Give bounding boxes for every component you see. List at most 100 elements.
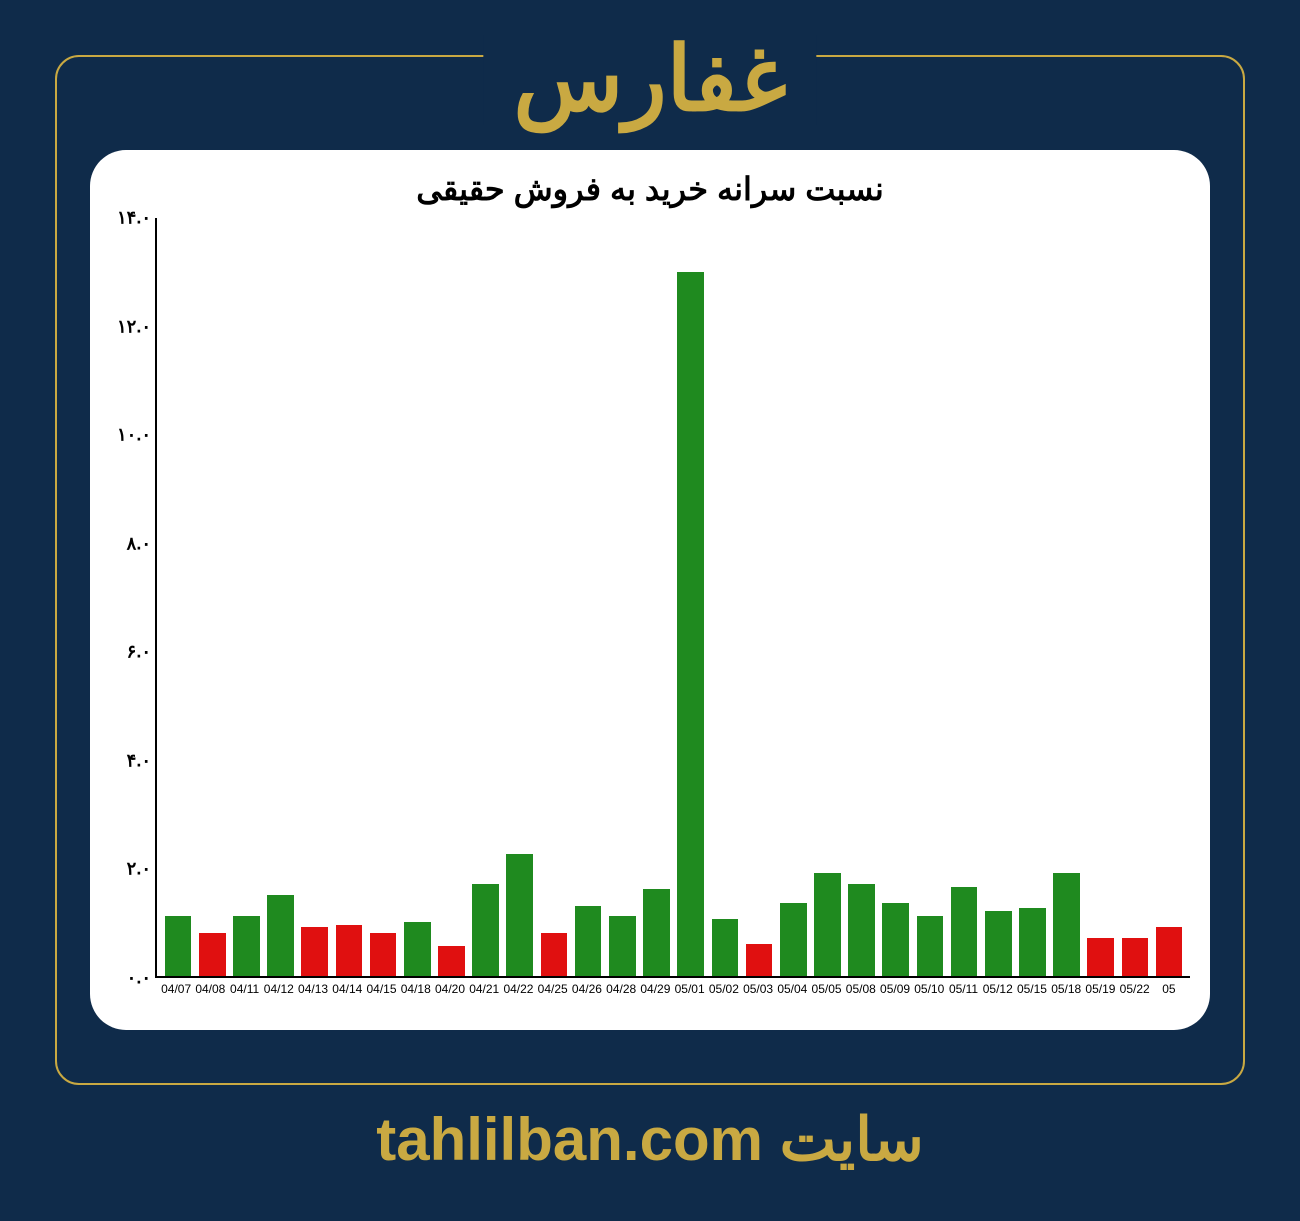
x-tick-label: 05/22 [1118, 978, 1152, 1008]
bar-slot [469, 218, 503, 976]
bar-slot [879, 218, 913, 976]
x-tick-label: 04/08 [193, 978, 227, 1008]
x-tick-label: 05/10 [912, 978, 946, 1008]
bar [1087, 938, 1114, 976]
bar-slot [571, 218, 605, 976]
x-tick-label: 04/25 [536, 978, 570, 1008]
bar [472, 884, 499, 976]
bar [985, 911, 1012, 976]
x-tick-label: 04/26 [570, 978, 604, 1008]
page-title: غفارس [483, 35, 816, 125]
bar-slot [1015, 218, 1049, 976]
bar [267, 895, 294, 976]
x-tick-label: 05/03 [741, 978, 775, 1008]
plot-area [155, 218, 1190, 978]
bar-slot [776, 218, 810, 976]
x-tick-label: 04/15 [364, 978, 398, 1008]
bar-slot [605, 218, 639, 976]
x-tick-label: 04/20 [433, 978, 467, 1008]
bar-slot [1049, 218, 1083, 976]
bar [336, 925, 363, 976]
bar [165, 916, 192, 976]
bar [233, 916, 260, 976]
bar [677, 272, 704, 976]
y-axis: ۰.۰۲.۰۴.۰۶.۰۸.۰۱۰.۰۱۲.۰۱۴.۰ [100, 218, 155, 978]
x-tick-label: 05/19 [1083, 978, 1117, 1008]
chart-title: نسبت سرانه خرید به فروش حقیقی [100, 170, 1200, 208]
bar-slot [229, 218, 263, 976]
bar-slot [1152, 218, 1186, 976]
x-tick-label: 05/09 [878, 978, 912, 1008]
bar [575, 906, 602, 976]
x-tick-label: 04/29 [638, 978, 672, 1008]
bar-slot [537, 218, 571, 976]
bar [814, 873, 841, 976]
bar [780, 903, 807, 976]
bar [1156, 927, 1183, 976]
y-tick-label: ۱۰.۰ [117, 425, 151, 446]
footer: سایت tahlilban.com [0, 1105, 1300, 1175]
x-tick-label: 04/22 [501, 978, 535, 1008]
bar-slot [674, 218, 708, 976]
bar-slot [366, 218, 400, 976]
bar [951, 887, 978, 976]
y-tick-label: ۲.۰ [127, 859, 151, 880]
bar-slot [434, 218, 468, 976]
chart-plot-wrap: ۰.۰۲.۰۴.۰۶.۰۸.۰۱۰.۰۱۲.۰۱۴.۰ 04/0704/0804… [100, 218, 1200, 1008]
bar-slot [1084, 218, 1118, 976]
bar [541, 933, 568, 976]
bar-slot [264, 218, 298, 976]
x-tick-label: 05/08 [844, 978, 878, 1008]
bar [1053, 873, 1080, 976]
bar [370, 933, 397, 976]
bar-slot [1118, 218, 1152, 976]
x-tick-label: 04/18 [399, 978, 433, 1008]
x-tick-label: 05/15 [1015, 978, 1049, 1008]
bar [404, 922, 431, 976]
x-tick-label: 05/18 [1049, 978, 1083, 1008]
bar-slot [161, 218, 195, 976]
x-tick-label: 05/12 [981, 978, 1015, 1008]
footer-site: tahlilban.com [376, 1106, 763, 1173]
chart-card: نسبت سرانه خرید به فروش حقیقی ۰.۰۲.۰۴.۰۶… [90, 150, 1210, 1030]
x-tick-label: 04/28 [604, 978, 638, 1008]
x-tick-label: 04/12 [262, 978, 296, 1008]
x-tick-label: 05/05 [809, 978, 843, 1008]
bar-slot [332, 218, 366, 976]
x-tick-label: 05/11 [946, 978, 980, 1008]
bar [438, 946, 465, 976]
y-tick-label: ۰.۰ [127, 968, 151, 989]
y-tick-label: ۸.۰ [127, 533, 151, 554]
x-tick-label: 05/01 [673, 978, 707, 1008]
bar [746, 944, 773, 976]
bar [1122, 938, 1149, 976]
bar-slot [298, 218, 332, 976]
bar-slot [503, 218, 537, 976]
bar-slot [844, 218, 878, 976]
y-tick-label: ۱۴.۰ [117, 208, 151, 229]
bar [199, 933, 226, 976]
bar-slot [400, 218, 434, 976]
footer-prefix: سایت [763, 1106, 924, 1173]
bars-container [157, 218, 1190, 976]
y-tick-label: ۱۲.۰ [117, 316, 151, 337]
x-tick-label: 05/04 [775, 978, 809, 1008]
bar-slot [195, 218, 229, 976]
bar-slot [742, 218, 776, 976]
bar-slot [913, 218, 947, 976]
x-tick-label: 05/02 [707, 978, 741, 1008]
x-tick-label: 04/14 [330, 978, 364, 1008]
x-tick-label: 04/11 [227, 978, 261, 1008]
bar [643, 889, 670, 976]
bar [882, 903, 909, 976]
bar-slot [639, 218, 673, 976]
bar-slot [810, 218, 844, 976]
x-tick-label: 04/07 [159, 978, 193, 1008]
y-tick-label: ۴.۰ [127, 750, 151, 771]
x-tick-label: 04/21 [467, 978, 501, 1008]
bar [301, 927, 328, 976]
bar [848, 884, 875, 976]
x-tick-label: 04/13 [296, 978, 330, 1008]
bar [712, 919, 739, 976]
x-axis: 04/0704/0804/1104/1204/1304/1404/1504/18… [155, 978, 1190, 1008]
